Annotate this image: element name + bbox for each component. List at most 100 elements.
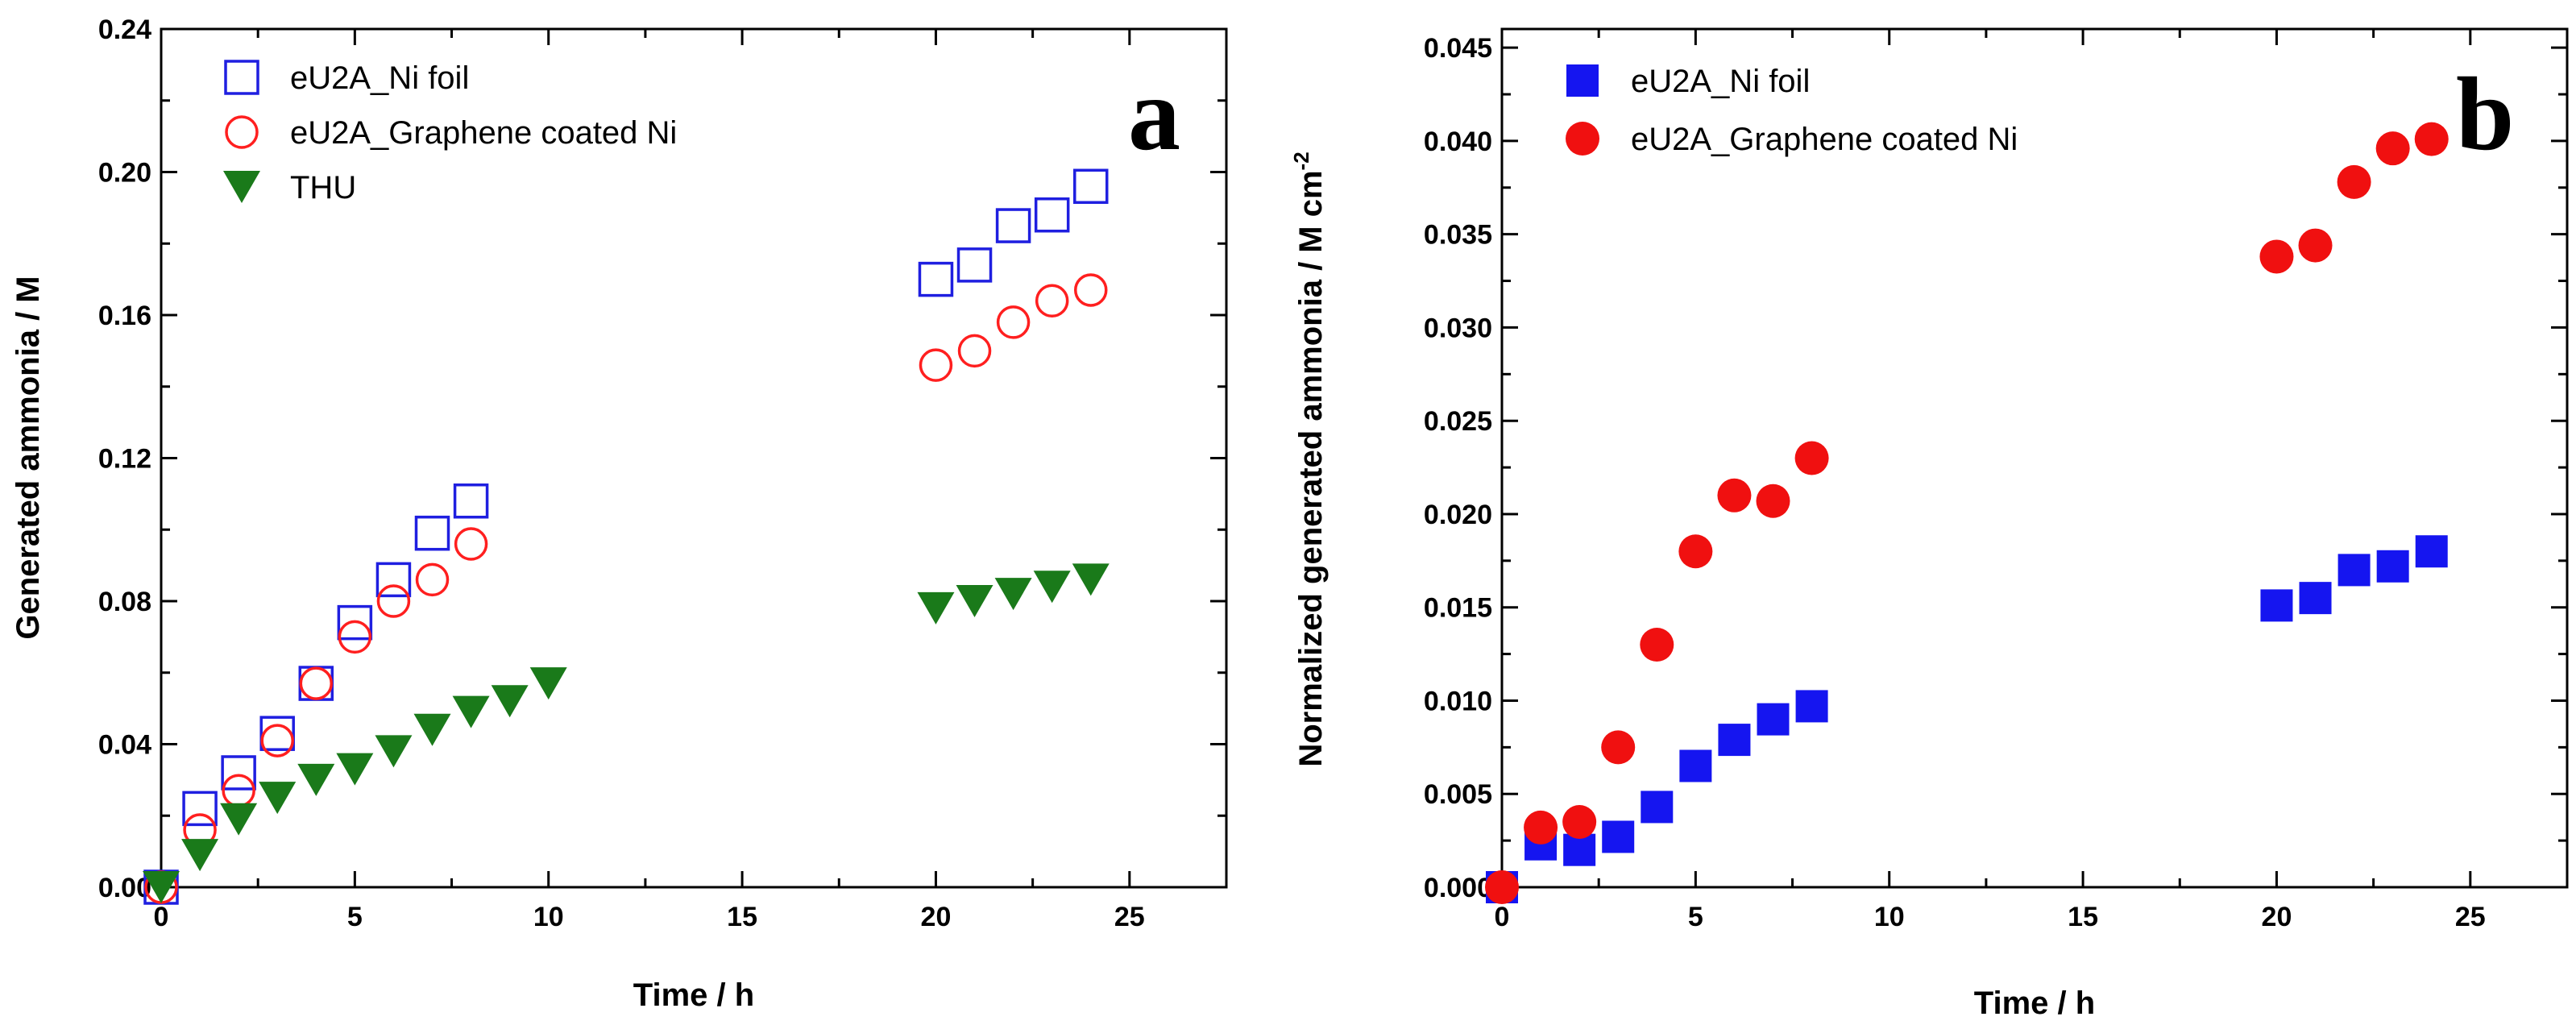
data-point [2260, 589, 2293, 622]
legend-label: eU2A_Ni foil [290, 60, 469, 96]
y-axis-title-sup: -2 [1289, 151, 1313, 170]
data-point [259, 716, 295, 751]
data-point [1678, 534, 1713, 569]
data-point [2376, 550, 2409, 583]
data-point [2298, 228, 2333, 263]
data-point [1073, 273, 1108, 307]
data-point [2337, 164, 2371, 199]
data-point [1485, 870, 1519, 904]
panel-label: a [1128, 56, 1180, 172]
legend: eU2A_Ni foil eU2A_Graphene coated Ni [1566, 64, 2018, 157]
data-point [2375, 131, 2410, 166]
data-point [491, 685, 529, 718]
data-point [956, 585, 993, 617]
data-point [454, 527, 488, 561]
data-point [220, 803, 258, 836]
y-axis-title: Generated ammonia / M [10, 276, 46, 639]
x-axis-title: Time / h [633, 977, 754, 1013]
data-point [529, 667, 567, 700]
data-series [1485, 122, 2449, 904]
data-point [1033, 571, 1071, 604]
data-point [2299, 582, 2332, 615]
data-point [995, 208, 1031, 243]
data-point [222, 774, 255, 807]
data-point [1718, 724, 1751, 757]
y-tick-label: 0.035 [1424, 220, 1492, 251]
data-point [2337, 554, 2371, 587]
data-point [1602, 820, 1635, 853]
data-point [1562, 804, 1597, 839]
data-point [375, 735, 413, 768]
y-tick-label: 0.020 [1424, 500, 1492, 530]
x-tick-label: 10 [1874, 902, 1905, 932]
data-point [182, 791, 218, 827]
data-point [415, 562, 450, 597]
x-axis-title: Time / h [1974, 986, 2095, 1021]
data-point [221, 755, 256, 791]
legend-marker [1566, 64, 1599, 97]
legend-entry: eU2A_Ni foil [1566, 64, 1810, 99]
data-point [375, 562, 412, 598]
data-point [1072, 168, 1109, 204]
x-tick-label: 25 [1114, 902, 1145, 932]
legend-entry: THU [223, 170, 356, 205]
series-filled-triangle-down [143, 563, 1110, 903]
x-tick-label: 25 [2455, 902, 2486, 932]
y-tick-label: 0.015 [1424, 593, 1492, 624]
y-tick-label: 0.08 [98, 587, 151, 617]
legend-entry: eU2A_Ni foil [224, 60, 469, 96]
data-point [994, 578, 1032, 611]
legend-marker [224, 60, 259, 95]
y-axis-title: Normalized generated ammonia / M cm-2 [1289, 151, 1329, 766]
x-tick-label: 20 [921, 902, 952, 932]
data-point [181, 839, 219, 872]
legend-label: eU2A_Graphene coated Ni [290, 115, 677, 151]
data-point [336, 753, 374, 786]
series-filled-square [1486, 535, 2448, 903]
data-point [414, 515, 450, 551]
data-point [1640, 628, 1674, 662]
data-point [1757, 703, 1790, 736]
x-tick-label: 0 [1495, 902, 1510, 932]
legend-marker [223, 171, 260, 203]
y-tick-label: 0.000 [1424, 873, 1492, 903]
legend-entry: eU2A_Graphene coated Ni [225, 115, 677, 151]
data-point [1795, 690, 1828, 723]
y-tick-label: 0.04 [98, 730, 151, 761]
data-point [1601, 730, 1636, 765]
y-tick-label: 0.12 [98, 444, 151, 475]
data-point [956, 247, 993, 283]
plot-frame [1500, 27, 2569, 889]
y-tick-label: 0.00 [98, 873, 151, 903]
series-filled-circle [1485, 122, 2449, 904]
data-point [918, 261, 954, 297]
x-tick-label: 15 [2068, 902, 2098, 932]
legend-label: THU [290, 170, 356, 205]
data-point [1034, 197, 1070, 233]
legend-marker [1566, 122, 1599, 156]
data-point [1679, 749, 1712, 782]
data-point [1794, 441, 1829, 475]
data-point [996, 305, 1031, 339]
panel-a: 0 5 10 15 20 25 0.00 0.04 0.08 0.12 0.16 0.20 0.24 e… [10, 15, 1228, 1013]
data-point [1756, 483, 1790, 518]
data-point [1035, 284, 1069, 317]
y-tick-label: 0.025 [1424, 406, 1492, 437]
legend-label: eU2A_Ni foil [1631, 64, 1810, 99]
data-point [376, 584, 411, 618]
y-tick-label: 0.030 [1424, 313, 1492, 343]
y-tick-label: 0.16 [98, 301, 151, 331]
data-point [1524, 810, 1558, 844]
y-tick-label: 0.24 [98, 15, 151, 45]
data-point [297, 763, 335, 796]
data-point [1641, 791, 1674, 824]
data-point [2414, 122, 2449, 156]
data-point [919, 348, 953, 382]
y-tick-label: 0.20 [98, 158, 151, 189]
series-open-square [143, 168, 1109, 905]
data-point [2415, 535, 2448, 568]
data-point [957, 334, 992, 368]
y-tick-label: 0.010 [1424, 686, 1492, 716]
data-point [1563, 833, 1596, 866]
